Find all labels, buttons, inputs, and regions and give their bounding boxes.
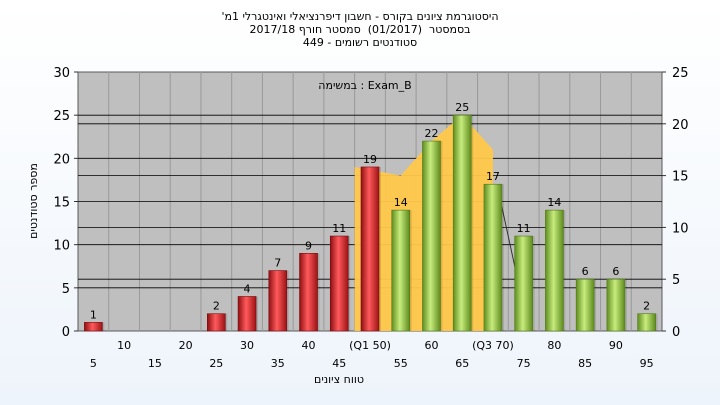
x-tick-label: 65 bbox=[455, 357, 469, 370]
y2-tick-label: 0 bbox=[672, 325, 680, 340]
bar-value-label: 14 bbox=[547, 196, 561, 209]
y-tick-label: 0 bbox=[62, 325, 70, 340]
bar-65 bbox=[452, 114, 472, 332]
y-tick-label: 5 bbox=[62, 282, 70, 297]
bar-5 bbox=[84, 322, 103, 332]
x-tick-label: 55 bbox=[394, 357, 408, 370]
x-tick-label: 20 bbox=[179, 339, 193, 352]
y-tick-label: 25 bbox=[53, 109, 70, 124]
x-tick-label: 60 bbox=[424, 339, 438, 352]
bar-value-label: 25 bbox=[455, 101, 469, 114]
bar-50 bbox=[360, 166, 380, 332]
bar-value-label: 6 bbox=[612, 265, 619, 278]
y-tick-label: 15 bbox=[53, 196, 70, 211]
bar-35 bbox=[268, 270, 288, 332]
chart-annotation: במשימה : Exam_B bbox=[318, 79, 411, 92]
y2-tick-label: 20 bbox=[672, 118, 689, 133]
y-tick-label: 30 bbox=[53, 66, 70, 81]
y2-tick-label: 10 bbox=[672, 221, 689, 236]
x-tick-label: 30 bbox=[240, 339, 254, 352]
bar-value-label: 14 bbox=[394, 196, 408, 209]
bar-value-label: 4 bbox=[244, 282, 251, 295]
bar-value-label: 1 bbox=[90, 308, 97, 321]
bar-75 bbox=[514, 235, 533, 332]
bar-90 bbox=[606, 278, 626, 332]
bar-70 bbox=[483, 183, 503, 332]
chart-subtitle-semester: בסמסטר (01/2017) סמסטר חורף 2017/18 bbox=[249, 23, 471, 36]
x-tick-label: 90 bbox=[609, 339, 623, 352]
bar-60 bbox=[422, 140, 441, 332]
bar-value-label: 2 bbox=[643, 300, 650, 313]
bar-55 bbox=[391, 209, 411, 332]
bar-value-label: 22 bbox=[424, 127, 438, 140]
chart-title: 'היסטוגרמת ציונים בקורס - חשבון דיפרנציא… bbox=[221, 10, 499, 23]
x-tick-label: 95 bbox=[640, 357, 654, 370]
x-tick-label: 45 bbox=[332, 357, 346, 370]
y2-tick-label: 25 bbox=[672, 66, 689, 81]
bar-value-label: 11 bbox=[332, 222, 346, 235]
bar-value-label: 11 bbox=[517, 222, 531, 235]
bar-value-label: 7 bbox=[274, 257, 281, 270]
bar-45 bbox=[329, 235, 349, 332]
x-tick-label: 25 bbox=[209, 357, 223, 370]
x-tick-label: 5 bbox=[90, 357, 97, 370]
x-tick-label: 40 bbox=[302, 339, 316, 352]
x-tick-label: 80 bbox=[547, 339, 561, 352]
y2-tick-label: 15 bbox=[672, 170, 689, 185]
x-tick-label: (Q3 70) bbox=[472, 339, 514, 352]
x-tick-label: 35 bbox=[271, 357, 285, 370]
bar-85 bbox=[575, 278, 595, 332]
bar-40 bbox=[299, 253, 318, 332]
y-tick-label: 10 bbox=[53, 239, 70, 254]
y-axis-title: מספר סטודנטים bbox=[27, 163, 40, 239]
x-tick-label: 10 bbox=[117, 339, 131, 352]
bar-80 bbox=[545, 209, 564, 332]
bar-value-label: 17 bbox=[486, 170, 500, 183]
x-tick-label: 85 bbox=[578, 357, 592, 370]
x-tick-label: 75 bbox=[517, 357, 531, 370]
bar-value-label: 2 bbox=[213, 300, 220, 313]
bar-25 bbox=[207, 313, 226, 332]
bar-value-label: 19 bbox=[363, 153, 377, 166]
x-tick-label: 15 bbox=[148, 357, 162, 370]
x-tick-label: (Q1 50) bbox=[349, 339, 391, 352]
bar-value-label: 9 bbox=[305, 239, 312, 252]
bar-value-label: 6 bbox=[582, 265, 589, 278]
y2-tick-label: 5 bbox=[672, 273, 680, 288]
bar-30 bbox=[237, 296, 257, 332]
y-tick-label: 20 bbox=[53, 152, 70, 167]
x-axis-title: טווח ציונים bbox=[314, 373, 364, 386]
bar-95 bbox=[637, 313, 656, 332]
chart-subtitle-registered: סטודנטים רשומים - 449 bbox=[302, 36, 418, 49]
